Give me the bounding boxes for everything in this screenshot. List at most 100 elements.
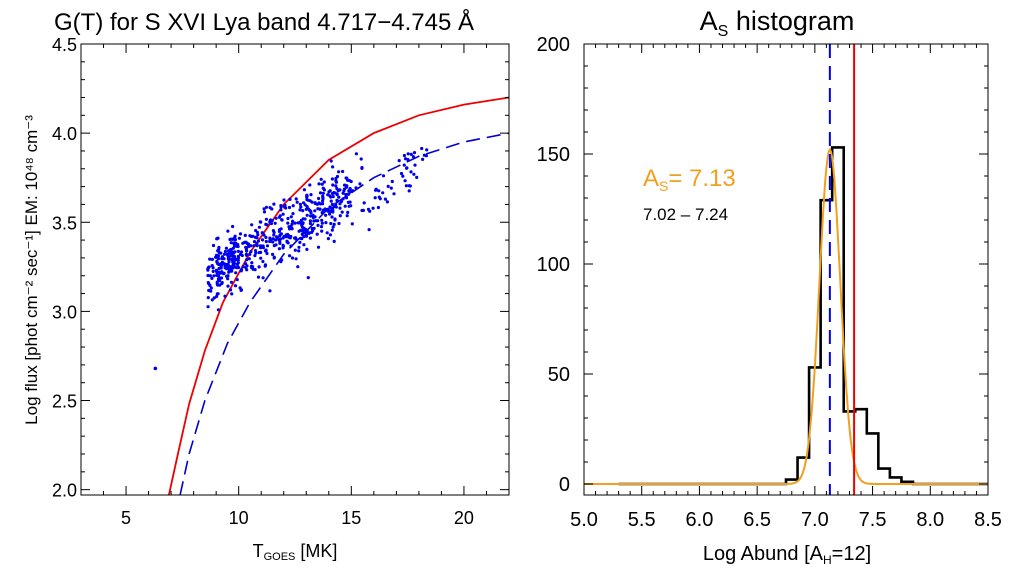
scatter-point bbox=[310, 230, 314, 234]
right-x-tick-label: 7.0 bbox=[801, 509, 829, 531]
scatter-point bbox=[206, 266, 211, 270]
scatter-point bbox=[271, 237, 275, 241]
scatter-point bbox=[293, 248, 297, 252]
scatter-point bbox=[216, 262, 220, 266]
scatter-point bbox=[294, 197, 298, 201]
scatter-point bbox=[331, 207, 335, 211]
scatter-point bbox=[229, 241, 233, 245]
scatter-point bbox=[210, 298, 214, 302]
right-x-tick-label: 6.0 bbox=[686, 509, 714, 531]
scatter-point bbox=[305, 195, 309, 199]
scatter-point bbox=[253, 254, 257, 258]
scatter-point bbox=[253, 235, 258, 239]
scatter-point bbox=[243, 240, 247, 244]
scatter-point bbox=[277, 247, 281, 251]
scatter-point bbox=[216, 274, 221, 278]
scatter-point bbox=[335, 199, 339, 203]
scatter-point bbox=[252, 240, 257, 244]
scatter-point bbox=[317, 182, 321, 186]
scatter-point bbox=[247, 257, 251, 261]
left-x-tick-label: 10 bbox=[229, 508, 249, 528]
scatter-point bbox=[407, 189, 411, 193]
scatter-point bbox=[403, 157, 408, 161]
left-plot-frame bbox=[80, 43, 510, 496]
annotation-abundance-value: = 7.13 bbox=[668, 165, 735, 192]
scatter-point bbox=[304, 207, 308, 211]
scatter-point bbox=[404, 184, 408, 188]
left-x-axis-label-unit: [MK] bbox=[295, 541, 337, 561]
scatter-point bbox=[219, 276, 224, 280]
scatter-point bbox=[420, 146, 424, 151]
scatter-point bbox=[295, 200, 299, 204]
scatter-point bbox=[389, 186, 393, 190]
scatter-point bbox=[309, 193, 313, 197]
scatter-point bbox=[383, 197, 387, 201]
scatter-point bbox=[329, 199, 333, 203]
right-y-tick-label: 0 bbox=[559, 474, 570, 496]
scatter-point bbox=[257, 265, 261, 269]
scatter-point bbox=[249, 264, 253, 268]
scatter-point bbox=[256, 275, 261, 279]
scatter-point bbox=[230, 292, 234, 296]
scatter-point bbox=[264, 235, 268, 239]
scatter-point bbox=[300, 232, 304, 236]
scatter-point bbox=[294, 257, 298, 261]
scatter-point bbox=[264, 222, 268, 226]
left-x-tick-label: 15 bbox=[341, 508, 361, 528]
scatter-point bbox=[282, 198, 286, 202]
scatter-point bbox=[330, 202, 334, 206]
scatter-point bbox=[284, 206, 288, 210]
scatter-point bbox=[214, 269, 219, 273]
scatter-point bbox=[318, 207, 322, 211]
scatter-point bbox=[346, 210, 350, 214]
scatter-point bbox=[397, 159, 401, 163]
scatter-point bbox=[247, 242, 251, 246]
scatter-point bbox=[226, 256, 230, 260]
scatter-point bbox=[228, 288, 233, 292]
scatter-point bbox=[409, 170, 413, 174]
right-y-tick-label: 50 bbox=[548, 364, 570, 386]
annotation-range: 7.02 – 7.24 bbox=[643, 205, 728, 224]
scatter-point bbox=[210, 257, 214, 261]
scatter-point bbox=[238, 232, 243, 236]
right-plot-area bbox=[583, 43, 989, 496]
scatter-point bbox=[308, 183, 312, 187]
scatter-point bbox=[330, 228, 334, 232]
scatter-point bbox=[233, 234, 237, 238]
scatter-point bbox=[286, 241, 290, 245]
scatter-point bbox=[348, 187, 352, 191]
right-plot-frame bbox=[583, 43, 989, 496]
right-axes-ticks: 5.0 5.5 6.0 6.5 7.0 7.5 8.0 8.5 0 50 100 150 200 bbox=[537, 34, 1002, 531]
scatter-point bbox=[338, 188, 342, 192]
scatter-point bbox=[328, 212, 332, 216]
scatter-point bbox=[280, 258, 284, 262]
scatter-point bbox=[346, 200, 350, 204]
scatter-point bbox=[223, 249, 227, 254]
scatter-point bbox=[256, 233, 260, 237]
scatter-point bbox=[321, 191, 325, 195]
scatter-point bbox=[229, 237, 233, 241]
scatter-point bbox=[209, 286, 213, 290]
annotation-abundance: AS= 7.13 bbox=[643, 165, 736, 194]
right-chart: AS histogram 5.0 5.5 6.0 6.5 7.0 7.5 8.0 8.5050… bbox=[537, 6, 1002, 567]
scatter-point bbox=[215, 294, 219, 299]
scatter-point bbox=[261, 244, 265, 248]
scatter-point bbox=[263, 264, 267, 268]
scatter-point bbox=[308, 221, 312, 226]
scatter-point bbox=[332, 191, 336, 195]
scatter-point bbox=[319, 202, 323, 206]
scatter-point bbox=[425, 148, 429, 152]
scatter-point bbox=[208, 257, 212, 261]
left-y-tick-label: 4.0 bbox=[52, 124, 77, 144]
scatter-point-outlier bbox=[153, 366, 158, 371]
scatter-point bbox=[261, 276, 265, 280]
scatter-point bbox=[238, 252, 243, 256]
scatter-point bbox=[237, 236, 241, 240]
scatter-point bbox=[291, 204, 295, 208]
scatter-point bbox=[206, 268, 210, 272]
scatter-point bbox=[319, 177, 323, 181]
scatter-point bbox=[231, 259, 235, 264]
left-y-tick-label: 3.5 bbox=[52, 213, 77, 233]
scatter-point bbox=[256, 239, 260, 243]
